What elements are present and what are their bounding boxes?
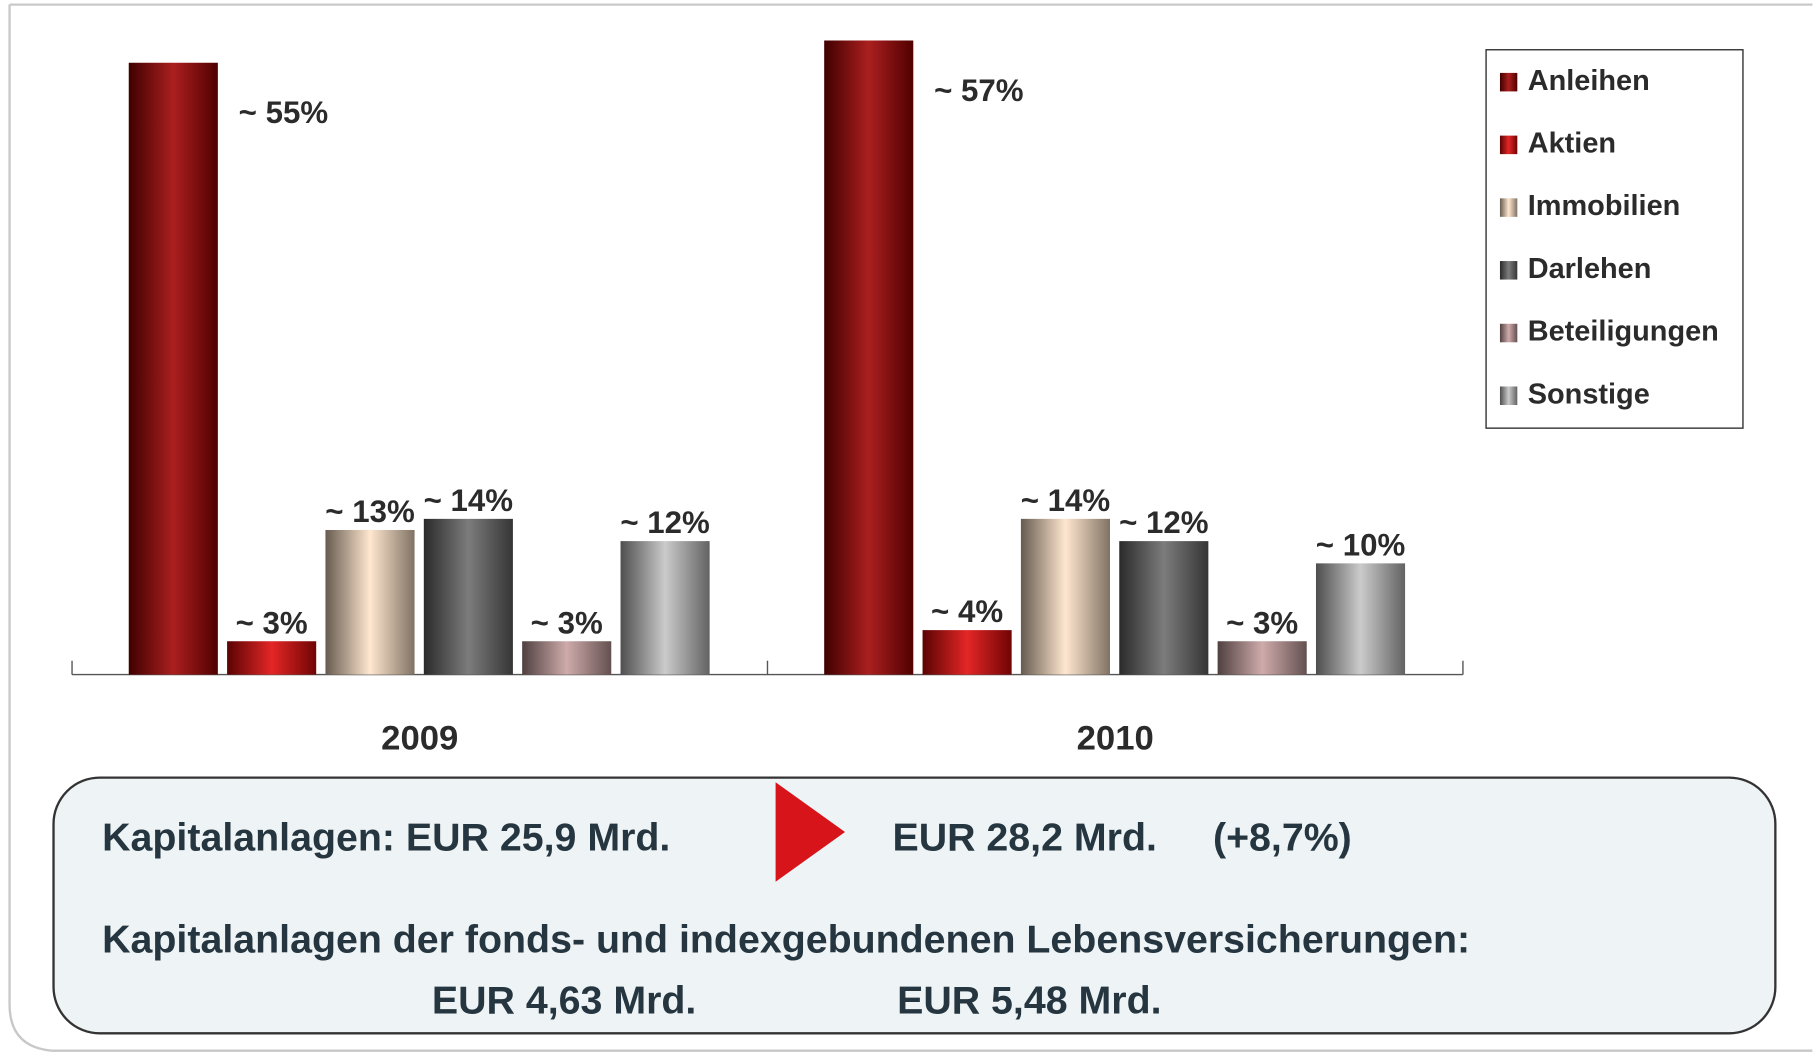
value-label: ~ 3% — [531, 605, 603, 640]
legend-swatch — [1499, 261, 1518, 280]
legend-swatch — [1499, 72, 1518, 92]
bar — [1315, 563, 1406, 675]
bar — [423, 518, 513, 675]
legend-label: Beteiligungen — [1528, 316, 1719, 348]
legend-swatch — [1499, 198, 1518, 217]
bar — [1217, 641, 1307, 675]
value-label: ~ 10% — [1316, 527, 1405, 562]
value-label: ~ 3% — [1226, 605, 1298, 640]
info-text: Kapitalanlagen der fonds- und indexgebun… — [102, 917, 1470, 961]
legend-box — [1485, 49, 1744, 429]
info-box: Kapitalanlagen: EUR 25,9 Mrd. EUR 28,2 M… — [52, 776, 1777, 1035]
value-label: ~ 14% — [424, 483, 513, 518]
bar — [227, 641, 317, 675]
value-label: ~ 12% — [1119, 505, 1208, 540]
info-text: EUR 5,48 Mrd. — [897, 979, 1161, 1023]
value-label: ~ 3% — [236, 605, 308, 640]
info-panel — [52, 776, 1777, 1035]
value-label: ~ 12% — [620, 505, 709, 540]
x-tick-label: 2010 — [1077, 720, 1154, 758]
bar — [1020, 518, 1110, 675]
legend-swatch — [1499, 323, 1518, 343]
legend-swatch — [1499, 386, 1518, 405]
x-tick-label: 2009 — [381, 720, 458, 758]
legend-label: Immobilien — [1528, 190, 1681, 222]
arrow — [775, 782, 846, 882]
value-label: ~ 55% — [239, 95, 328, 130]
info-text: EUR 28,2 Mrd. — [892, 815, 1156, 859]
value-label: ~ 14% — [1021, 483, 1110, 518]
bar — [922, 630, 1012, 675]
value-label: ~ 13% — [325, 494, 414, 529]
info-text: EUR 4,63 Mrd. — [432, 979, 696, 1023]
legend-label: Aktien — [1528, 128, 1616, 160]
value-label: ~ 57% — [934, 73, 1023, 108]
value-label: ~ 4% — [931, 594, 1003, 629]
bar — [522, 641, 612, 675]
legend-label: Darlehen — [1528, 253, 1652, 285]
bar — [824, 40, 914, 675]
legend-label: Anleihen — [1528, 65, 1650, 97]
bar — [128, 62, 218, 675]
legend-label: Sonstige — [1528, 378, 1650, 410]
info-text: Kapitalanlagen: EUR 25,9 Mrd. — [102, 815, 670, 859]
bar — [325, 529, 415, 675]
bar — [1119, 541, 1209, 675]
info-text: (+8,7%) — [1213, 815, 1352, 859]
bar — [620, 541, 710, 675]
legend-swatch — [1499, 135, 1518, 155]
frame — [8, 3, 1813, 1052]
